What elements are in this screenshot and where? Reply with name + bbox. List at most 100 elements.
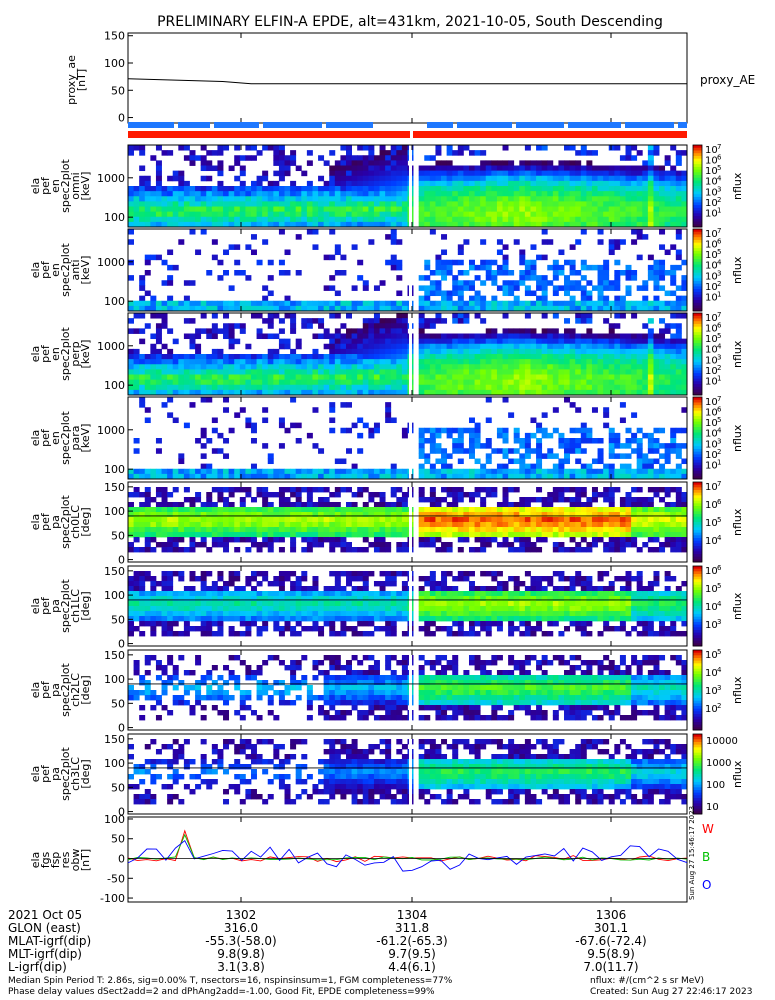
panel-omni_en-cell [536, 201, 543, 207]
panel-para_en-cell [580, 468, 587, 475]
panel-omni_en-cell [631, 196, 638, 202]
panel-anti_en-colorbar-tick-base: 10 [705, 292, 718, 303]
panel-omni_en-cell [206, 186, 213, 192]
panel-ch0LC-cell [659, 522, 666, 528]
panel-omni_en-cell [625, 186, 632, 192]
panel-para_en-cell [373, 473, 380, 480]
panel-perp_en-cell [418, 318, 425, 324]
panel-omni_en-cell [206, 196, 213, 202]
panel-ch0LC-cell [256, 487, 263, 493]
panel-anti_en-cell [435, 254, 442, 261]
panel-perp_en-cell [480, 348, 487, 355]
panel-perp_en-cell [474, 384, 481, 391]
panel-omni_en-cell [619, 175, 626, 182]
panel-omni_en-cell [463, 196, 470, 202]
panel-para_en-cell [502, 463, 509, 470]
panel-ch0LC-cell [636, 527, 643, 533]
panel-omni_en-cell [234, 221, 241, 228]
panel-para_en-cell [575, 448, 582, 454]
panel-ch0LC-cell [133, 532, 140, 538]
panel-para_en-cell [519, 473, 526, 480]
panel-omni_en-cell [373, 216, 380, 223]
panel-perp_en-cell [167, 328, 174, 334]
panel-ch0LC-cell [128, 512, 134, 518]
panel-anti_en-cell [474, 290, 481, 297]
panel-perp_en-cell [670, 389, 677, 396]
panel-para_en-cell [496, 432, 503, 439]
panel-ch0LC-cell [239, 497, 246, 503]
panel-omni_en-cell [306, 206, 313, 213]
panel-anti_en-cell [614, 259, 621, 266]
panel-perp_en-cell [295, 343, 302, 350]
panel-omni_en-cell [670, 191, 677, 197]
panel-anti_en-cell [564, 285, 571, 291]
panel-omni_en-cell [491, 186, 498, 192]
panel-perp_en-cell [642, 389, 649, 396]
panel-anti_en-cell [541, 305, 548, 312]
panel-perp_en-cell [312, 333, 319, 340]
panel-perp_en-cell [144, 369, 151, 375]
panel-anti_en-cell [329, 285, 336, 291]
panel-omni_en-cell [435, 221, 442, 228]
panel-ch0LC-cell [670, 547, 677, 553]
panel-perp_en-cell [524, 369, 531, 375]
panel-anti_en-cell [172, 264, 179, 271]
panel-perp_en-cell [206, 369, 213, 375]
panel-omni_en-cell [390, 191, 397, 197]
panel-omni_en-cell [468, 191, 475, 197]
panel-omni_en-cell [603, 211, 610, 218]
panel-omni_en-cell [128, 201, 134, 207]
panel-ch0LC-cell [178, 537, 185, 543]
panel-omni_en-cell [223, 206, 230, 213]
panel-perp_en-cell [262, 354, 269, 360]
panel-para_en-cell [631, 468, 638, 475]
panel-perp_en-cell [435, 374, 442, 381]
panel-perp_en-cell [250, 354, 257, 360]
panel-perp_en-cell [200, 389, 207, 396]
panel-anti_en-cell [167, 249, 174, 256]
panel-perp_en-cell [541, 374, 548, 381]
panel-omni_en-cell [536, 160, 543, 166]
panel-anti_en-cell [155, 305, 162, 312]
panel-anti_en-cell [636, 285, 643, 291]
panel-omni_en-cell [457, 145, 464, 151]
panel-para_en-cell [485, 468, 492, 475]
panel-perp_en-cell [290, 323, 297, 329]
panel-anti_en-cell [150, 295, 157, 302]
panel-anti_en-cell [653, 295, 660, 302]
panel-ch0LC-cell [312, 537, 319, 543]
panel-perp_en-cell [446, 343, 453, 350]
panel-ch0LC-cell [502, 492, 509, 498]
panel-anti_en-colorbar-swatch [693, 256, 702, 260]
panel-perp_en-ylabel-line: perp [69, 341, 82, 366]
panel-perp_en-cell [591, 379, 598, 386]
panel-perp_en-ylabel-line: [keV] [79, 340, 92, 369]
panel-para_en-cell [547, 473, 554, 480]
panel-para_en-cell [200, 468, 207, 475]
panel-omni_en-cell [424, 165, 431, 172]
panel-ch0LC-cell [396, 547, 403, 553]
panel-ch0LC-cell [278, 527, 285, 533]
panel-para_en-cell [441, 427, 448, 434]
panel-para_en-cell [452, 468, 459, 475]
panel-omni_en-cell [273, 180, 280, 187]
panel-perp_en-cell [396, 348, 403, 355]
panel-omni_en-cell [597, 206, 604, 213]
panel-ch0LC-cell [273, 522, 280, 528]
panel-anti_en-cell [675, 254, 682, 261]
panel-perp_en-cell [195, 328, 202, 334]
panel-omni_en-cell [513, 170, 520, 177]
panel-perp_en-cell [558, 369, 565, 375]
panel-ch0LC-colorbar-swatch [693, 527, 702, 531]
panel-perp_en-cell [390, 364, 397, 370]
panel-perp_en-cell [234, 384, 241, 391]
panel-omni_en-cell [446, 186, 453, 192]
panel-ch0LC-cell [155, 532, 162, 538]
panel-omni_en-ytick-label: 100 [104, 211, 125, 224]
panel-ch0LC-cell [301, 522, 308, 528]
panel-ch0LC-cell [647, 537, 654, 543]
panel-perp_en-cell [334, 384, 341, 391]
panel-omni_en-cell [591, 221, 598, 228]
panel-omni_en-cell [172, 196, 179, 202]
panel-perp_en-cell [273, 348, 280, 355]
